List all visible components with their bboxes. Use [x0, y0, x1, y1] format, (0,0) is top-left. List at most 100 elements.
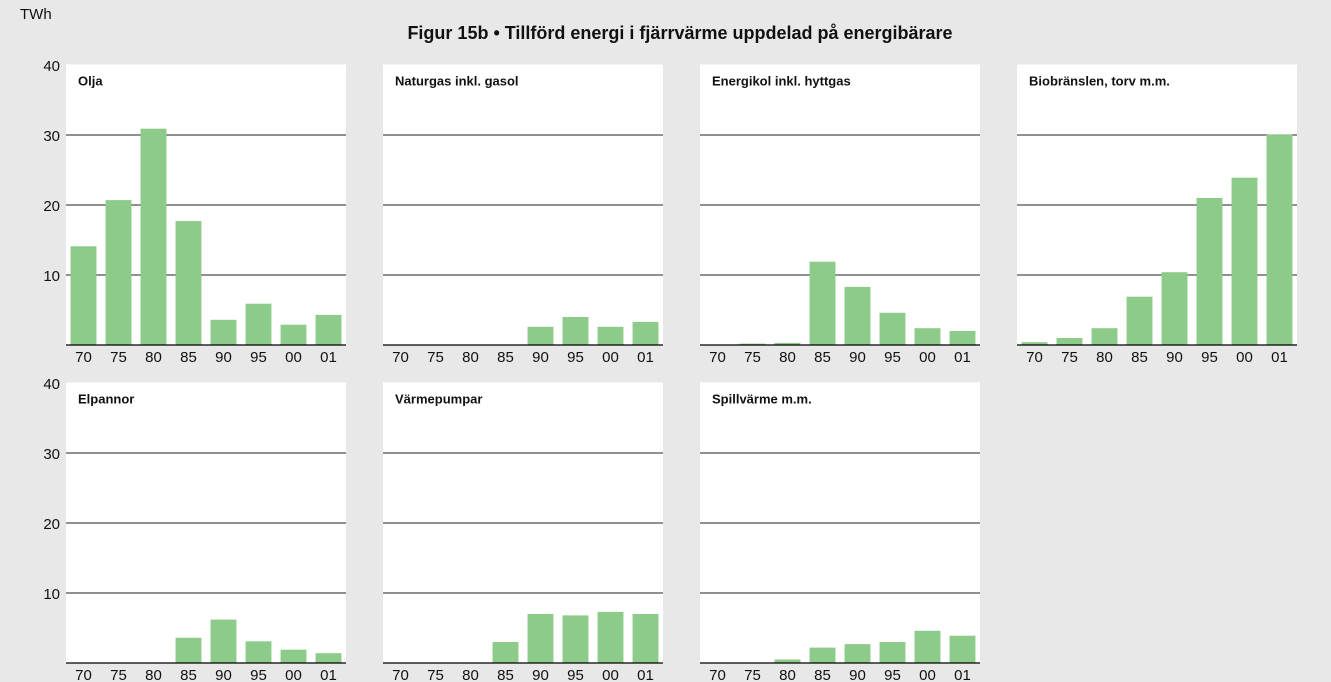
x-tick-label: 80: [145, 349, 162, 366]
bar: [315, 653, 342, 663]
x-tick-label: 70: [75, 349, 92, 366]
x-tick-label: 75: [427, 667, 444, 682]
x-tick-label: 00: [602, 667, 619, 682]
bar: [1091, 328, 1118, 345]
bar: [844, 644, 871, 663]
y-tick-label: 20: [43, 198, 60, 215]
y-tick-label: 10: [43, 586, 60, 603]
x-tick-label: 70: [1026, 349, 1043, 366]
x-tick-label: 90: [849, 667, 866, 682]
x-tick-label: 00: [285, 667, 302, 682]
x-tick-label: 70: [75, 667, 92, 682]
x-tick-label: 01: [954, 349, 971, 366]
y-tick-label: 30: [43, 128, 60, 145]
x-tick-label: 01: [320, 349, 337, 366]
y-tick-label: 20: [43, 516, 60, 533]
x-tick-label: 75: [110, 349, 127, 366]
x-tick-label: 90: [532, 667, 549, 682]
x-tick-label: 90: [215, 667, 232, 682]
panel-title: Energikol inkl. hyttgas: [712, 73, 851, 88]
x-tick-label: 80: [462, 667, 479, 682]
bar: [562, 317, 589, 345]
x-tick-label: 85: [1131, 349, 1148, 366]
bar: [175, 637, 202, 663]
bar: [210, 619, 237, 663]
bar: [1126, 296, 1153, 345]
bar: [140, 128, 167, 345]
x-tick-label: 95: [1201, 349, 1218, 366]
bar: [949, 331, 976, 345]
x-tick-label: 70: [709, 667, 726, 682]
x-tick-label: 80: [779, 667, 796, 682]
bar: [1021, 342, 1048, 345]
x-tick-label: 85: [814, 667, 831, 682]
y-tick-label: 30: [43, 446, 60, 463]
x-tick-label: 01: [320, 667, 337, 682]
x-tick-label: 70: [392, 349, 409, 366]
bar: [1266, 134, 1293, 345]
x-tick-label: 01: [637, 349, 654, 366]
x-tick-label: 85: [497, 349, 514, 366]
x-tick-label: 75: [744, 667, 761, 682]
x-tick-label: 01: [1271, 349, 1288, 366]
x-tick-label: 95: [567, 349, 584, 366]
x-tick-label: 00: [1236, 349, 1253, 366]
bar: [1056, 338, 1083, 345]
x-tick-label: 95: [250, 349, 267, 366]
x-tick-label: 70: [709, 349, 726, 366]
y-axis-label: TWh: [20, 6, 52, 23]
bar: [879, 312, 906, 345]
panel-title: Spillvärme m.m.: [712, 391, 812, 406]
y-tick-label: 40: [43, 376, 60, 393]
x-tick-label: 80: [462, 349, 479, 366]
bar: [949, 635, 976, 663]
x-tick-label: 75: [427, 349, 444, 366]
bar: [280, 649, 307, 663]
bar: [527, 614, 554, 663]
x-tick-label: 01: [954, 667, 971, 682]
bar: [632, 614, 659, 663]
x-tick-label: 85: [814, 349, 831, 366]
chart-title: Figur 15b • Tillförd energi i fjärrvärme…: [407, 23, 952, 43]
bar: [175, 221, 202, 345]
bar: [739, 343, 766, 345]
x-tick-label: 80: [779, 349, 796, 366]
bar: [562, 615, 589, 663]
y-tick-label: 40: [43, 58, 60, 75]
x-tick-label: 90: [849, 349, 866, 366]
bar: [774, 659, 801, 663]
x-tick-label: 90: [532, 349, 549, 366]
y-tick-label: 10: [43, 268, 60, 285]
x-tick-label: 95: [567, 667, 584, 682]
bar: [527, 326, 554, 345]
bar: [1161, 272, 1188, 345]
bar: [597, 326, 624, 345]
bar: [315, 314, 342, 345]
bar: [844, 286, 871, 345]
bar: [774, 342, 801, 345]
bar: [914, 328, 941, 345]
x-tick-label: 90: [215, 349, 232, 366]
bar: [70, 246, 97, 345]
bar: [492, 642, 519, 663]
bar: [809, 261, 836, 345]
bar: [1196, 198, 1223, 345]
x-tick-label: 00: [285, 349, 302, 366]
bar: [105, 200, 132, 345]
x-tick-label: 90: [1166, 349, 1183, 366]
x-tick-label: 01: [637, 667, 654, 682]
bar: [879, 642, 906, 663]
x-tick-label: 00: [919, 667, 936, 682]
bar: [597, 611, 624, 663]
panel-title: Biobränslen, torv m.m.: [1029, 73, 1170, 88]
x-tick-label: 95: [250, 667, 267, 682]
x-tick-label: 85: [180, 349, 197, 366]
x-tick-label: 85: [497, 667, 514, 682]
x-tick-label: 70: [392, 667, 409, 682]
bar: [210, 319, 237, 345]
panel-title: Värmepumpar: [395, 391, 482, 406]
bar: [280, 324, 307, 345]
panel-title: Naturgas inkl. gasol: [395, 73, 519, 88]
